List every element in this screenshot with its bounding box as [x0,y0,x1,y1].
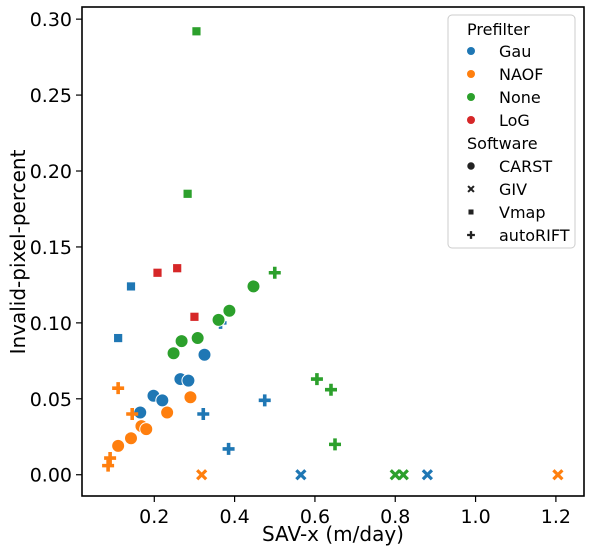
point-naof-autorift [102,459,115,472]
point-naof-carst [139,422,154,437]
legend-marker-carst [466,161,476,171]
legend-label-gau: Gau [499,42,531,61]
point-none-vmap [191,26,202,37]
point-gau-autorift [197,407,210,420]
point-none-carst [190,331,205,346]
point-none-carst [246,279,261,294]
legend-hue-title: Prefilter [467,20,530,39]
legend-hue-items: Gau NAOF None LoG [467,42,543,130]
point-naof-giv [552,469,564,481]
y-tick-label: 0.25 [30,85,72,107]
y-tick-label: 0.30 [30,9,72,31]
x-tick-label: 0.6 [300,506,330,528]
point-naof-carst [183,390,198,405]
legend-swatch-none [467,93,475,101]
point-gau-autorift [258,394,271,407]
y-tick-label: 0.05 [30,389,72,411]
point-none-autorift [268,266,281,279]
legend-style-items: CARST GIV Vmap autoRIFT [466,157,570,245]
y-tick-label: 0.00 [30,465,72,487]
legend-swatch-naof [467,70,475,78]
point-log-vmap [172,263,183,274]
legend-label-carst: CARST [499,157,552,176]
y-axis-ticks: 0.00 0.05 0.10 0.15 0.20 0.25 0.30 [30,9,82,487]
legend-marker-autorift [467,231,475,239]
legend-label-none: None [499,88,541,107]
point-naof-autorift [112,382,125,395]
legend-label-log: LoG [499,111,530,130]
y-tick-label: 0.15 [30,237,72,259]
legend: Prefilter Software Gau NAOF None LoG CARST G… [447,14,576,249]
legend-marker-vmap [467,208,475,216]
legend-style-title: Software [467,134,538,153]
point-gau-carst [181,373,196,388]
point-none-vmap [182,188,193,199]
point-none-carst [174,334,189,349]
point-none-carst [222,303,237,318]
legend-label-vmap: Vmap [499,203,546,222]
y-tick-label: 0.20 [30,161,72,183]
legend-label-autorift: autoRIFT [499,226,570,245]
legend-label-naof: NAOF [499,65,543,84]
x-tick-label: 0.8 [380,506,410,528]
point-log-vmap [152,267,163,278]
point-none-carst [211,312,226,327]
point-naof-autorift [126,407,139,420]
point-naof-carst [123,431,138,446]
x-axis-label: SAV-x (m/day) [262,522,404,546]
point-none-autorift [324,383,337,396]
legend-swatch-log [467,116,475,124]
point-gau-carst [155,393,170,408]
point-naof-carst [111,438,126,453]
legend-swatch-gau [467,47,475,55]
x-tick-label: 1.2 [541,506,571,528]
point-none-autorift [310,373,323,386]
point-gau-vmap [113,333,124,343]
legend-frame [447,14,576,249]
point-naof-carst [160,405,175,420]
legend-label-giv: GIV [499,180,527,199]
point-none-giv [397,469,409,481]
point-naof-giv [196,469,208,481]
plot-frame [81,6,585,497]
x-tick-label: 1.0 [460,506,490,528]
x-tick-label: 0.4 [219,506,249,528]
x-tick-label: 0.2 [139,506,169,528]
point-gau-giv [295,469,307,481]
point-gau-carst [197,347,212,362]
data-points [102,26,564,481]
y-tick-label: 0.10 [30,313,72,335]
point-log-vmap [189,311,200,322]
point-naof-autorift [104,452,117,465]
point-none-carst [166,346,181,361]
x-axis-ticks: 0.2 0.4 0.6 0.8 1.0 1.2 [139,496,571,528]
y-axis-label: Invalid-pixel-percent [6,149,30,354]
point-none-autorift [329,438,342,451]
point-gau-vmap [126,281,136,292]
point-gau-autorift [222,442,235,455]
legend-marker-giv [467,185,475,193]
point-gau-giv [421,469,434,481]
